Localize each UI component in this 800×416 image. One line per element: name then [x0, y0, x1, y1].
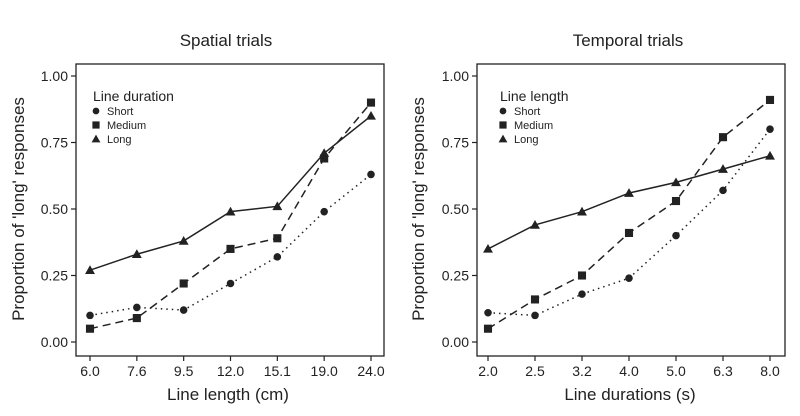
y-tick-label: 1.00 [442, 68, 469, 84]
x-tick-label: 8.0 [760, 363, 780, 379]
data-point-medium [132, 314, 141, 323]
data-point-short [578, 290, 586, 298]
y-tick-label: 0.75 [41, 135, 68, 151]
data-point-long [624, 188, 634, 197]
data-point-short [226, 279, 235, 288]
x-tick-label: 12.0 [217, 363, 244, 379]
legend-marker-short [499, 107, 507, 115]
chart-title: Temporal trials [573, 31, 684, 50]
data-point-medium [85, 324, 95, 333]
data-point-long [178, 235, 189, 245]
legend-marker-medium [499, 121, 507, 129]
legend-marker-long [498, 134, 508, 143]
data-point-short [625, 274, 633, 282]
legend-marker-medium [92, 121, 100, 129]
y-axis-label: Proportion of 'long' responses [9, 97, 28, 321]
data-point-medium [765, 95, 775, 104]
data-point-short [672, 231, 680, 240]
data-point-long [718, 164, 728, 173]
data-point-medium [577, 271, 587, 280]
x-tick-label: 9.5 [174, 363, 194, 379]
x-tick-label: 4.0 [619, 363, 639, 379]
y-tick-label: 1.00 [41, 68, 68, 84]
legend-title: Line duration [93, 88, 174, 104]
legend-marker-short [92, 107, 100, 115]
series-line-short [487, 128, 771, 317]
y-tick-label: 0.00 [41, 334, 68, 350]
data-point-long [577, 206, 587, 216]
legend-label-medium: Medium [107, 120, 146, 132]
y-axis-label: Proportion of 'long' responses [409, 97, 428, 321]
data-point-medium [671, 196, 681, 206]
data-point-medium [624, 228, 634, 237]
data-point-short [133, 303, 141, 312]
data-point-medium [179, 279, 188, 288]
data-point-short [320, 207, 328, 216]
data-point-medium [320, 154, 329, 163]
x-tick-label: 5.0 [666, 363, 686, 379]
y-tick-label: 0.50 [442, 201, 469, 217]
y-tick-label: 0.25 [41, 268, 68, 284]
legend-label-long: Long [514, 134, 538, 146]
data-point-short [86, 311, 94, 320]
y-tick-label: 0.50 [41, 201, 68, 217]
y-tick-label: 0.25 [442, 268, 469, 284]
data-point-long [483, 243, 493, 253]
x-tick-label: 2.5 [525, 363, 545, 379]
data-point-long [366, 110, 376, 120]
data-point-short [273, 253, 282, 261]
x-tick-label: 15.1 [264, 363, 291, 379]
legend-label-long: Long [107, 134, 131, 146]
y-tick-label: 0.00 [442, 334, 469, 350]
data-point-medium [483, 324, 493, 333]
data-point-short [766, 125, 774, 133]
data-point-medium [226, 244, 235, 253]
x-axis-label: Line durations (s) [564, 385, 695, 404]
data-point-short [531, 311, 539, 320]
data-point-long [671, 177, 681, 187]
data-point-short [719, 186, 727, 195]
legend-label-short: Short [514, 106, 540, 118]
legend-label-short: Short [107, 106, 133, 118]
data-point-short [179, 306, 188, 314]
data-point-long [765, 150, 775, 160]
data-point-long [131, 249, 142, 258]
spatial-trials-panel: Spatial trials Proportion of 'long' resp… [9, 31, 385, 404]
data-point-long [530, 220, 540, 229]
plot-frame [476, 63, 786, 357]
x-tick-label: 3.2 [572, 363, 592, 379]
series-line-medium [89, 102, 372, 330]
legend-label-medium: Medium [514, 120, 553, 132]
chart-title: Spatial trials [180, 31, 273, 50]
data-point-short [484, 308, 492, 317]
legend-marker-long [91, 134, 101, 143]
x-tick-label: 6.3 [713, 363, 733, 379]
data-point-medium [718, 133, 728, 142]
data-point-long [272, 201, 283, 211]
temporal-trials-panel: Temporal trials Proportion of 'long' res… [409, 31, 786, 404]
x-tick-label: 19.0 [311, 363, 338, 379]
x-tick-label: 6.0 [80, 363, 100, 379]
data-point-medium [366, 98, 376, 107]
data-point-long [85, 265, 95, 274]
x-tick-label: 2.0 [478, 363, 498, 379]
y-tick-label: 0.75 [442, 135, 469, 151]
data-point-medium [530, 295, 540, 304]
legend-title: Line length [500, 88, 569, 104]
x-axis-label: Line length (cm) [167, 385, 289, 404]
data-point-long [225, 206, 236, 216]
data-point-short [367, 170, 375, 179]
data-point-long [319, 148, 330, 157]
data-point-medium [273, 234, 282, 243]
x-tick-label: 24.0 [357, 363, 384, 379]
x-tick-label: 7.6 [127, 363, 147, 379]
